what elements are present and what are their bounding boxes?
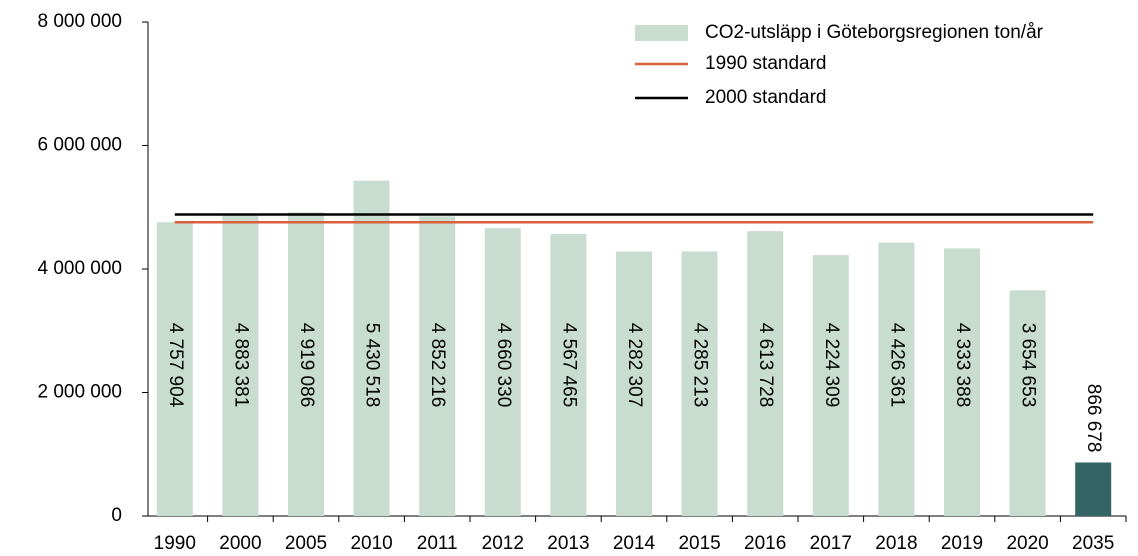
x-tick-label: 2035 — [1072, 533, 1114, 554]
value-label: 3 654 653 — [1018, 323, 1039, 408]
bar — [944, 248, 980, 517]
value-label: 4 757 904 — [165, 323, 186, 408]
bar — [419, 216, 456, 516]
value-label: 4 883 381 — [230, 323, 251, 408]
value-label: 4 660 330 — [493, 323, 514, 408]
bar — [812, 255, 849, 516]
x-tick-label: 2014 — [613, 533, 656, 554]
x-tick-label: 2000 — [219, 533, 261, 554]
x-tick-label: 2020 — [1006, 533, 1048, 554]
bar — [616, 251, 652, 516]
bar — [681, 251, 718, 516]
x-tick-label: 2011 — [417, 533, 458, 554]
value-label: 4 613 728 — [755, 323, 776, 408]
x-tick-label: 2015 — [678, 533, 720, 554]
legend-label: 1990 standard — [705, 53, 827, 74]
y-tick-label: 6 000 000 — [37, 135, 122, 156]
y-tick-label: 4 000 000 — [37, 258, 122, 279]
bar — [878, 242, 915, 516]
value-label: 4 224 309 — [821, 323, 842, 408]
bar — [550, 233, 587, 516]
x-tick-label: 2017 — [810, 533, 852, 554]
bar — [353, 180, 390, 516]
x-tick-label: 2012 — [482, 533, 524, 554]
x-tick-label: 2005 — [285, 533, 327, 554]
value-label: 4 852 216 — [427, 323, 448, 408]
legend-swatch — [635, 25, 688, 41]
bar — [747, 231, 784, 516]
legend-label: CO2-utsläpp i Göteborgsregionen ton/år — [705, 22, 1044, 43]
y-tick-label: 2 000 000 — [37, 382, 122, 403]
bar — [1075, 462, 1112, 516]
x-tick-label: 2019 — [941, 533, 983, 554]
value-label: 4 285 213 — [690, 323, 711, 408]
bar — [156, 222, 193, 516]
value-label: 4 282 307 — [624, 323, 645, 408]
value-label: 4 333 388 — [952, 323, 973, 408]
bar — [222, 214, 259, 516]
value-label: 4 567 465 — [558, 323, 579, 408]
legend-label: 2000 standard — [705, 87, 827, 108]
x-tick-label: 2013 — [547, 533, 589, 554]
x-tick-label: 2016 — [744, 533, 786, 554]
value-label: 4 919 086 — [296, 323, 317, 408]
x-tick-label: 1990 — [154, 533, 196, 554]
value-label: 5 430 518 — [362, 323, 383, 408]
x-tick-label: 2010 — [350, 533, 392, 554]
value-label: 866 678 — [1083, 384, 1104, 453]
bar — [484, 228, 521, 517]
bar — [1009, 290, 1046, 516]
x-tick-label: 2018 — [875, 533, 917, 554]
value-label: 4 426 361 — [886, 323, 907, 408]
bar — [288, 212, 324, 516]
y-tick-label: 0 — [111, 505, 122, 526]
y-tick-label: 8 000 000 — [37, 11, 122, 32]
